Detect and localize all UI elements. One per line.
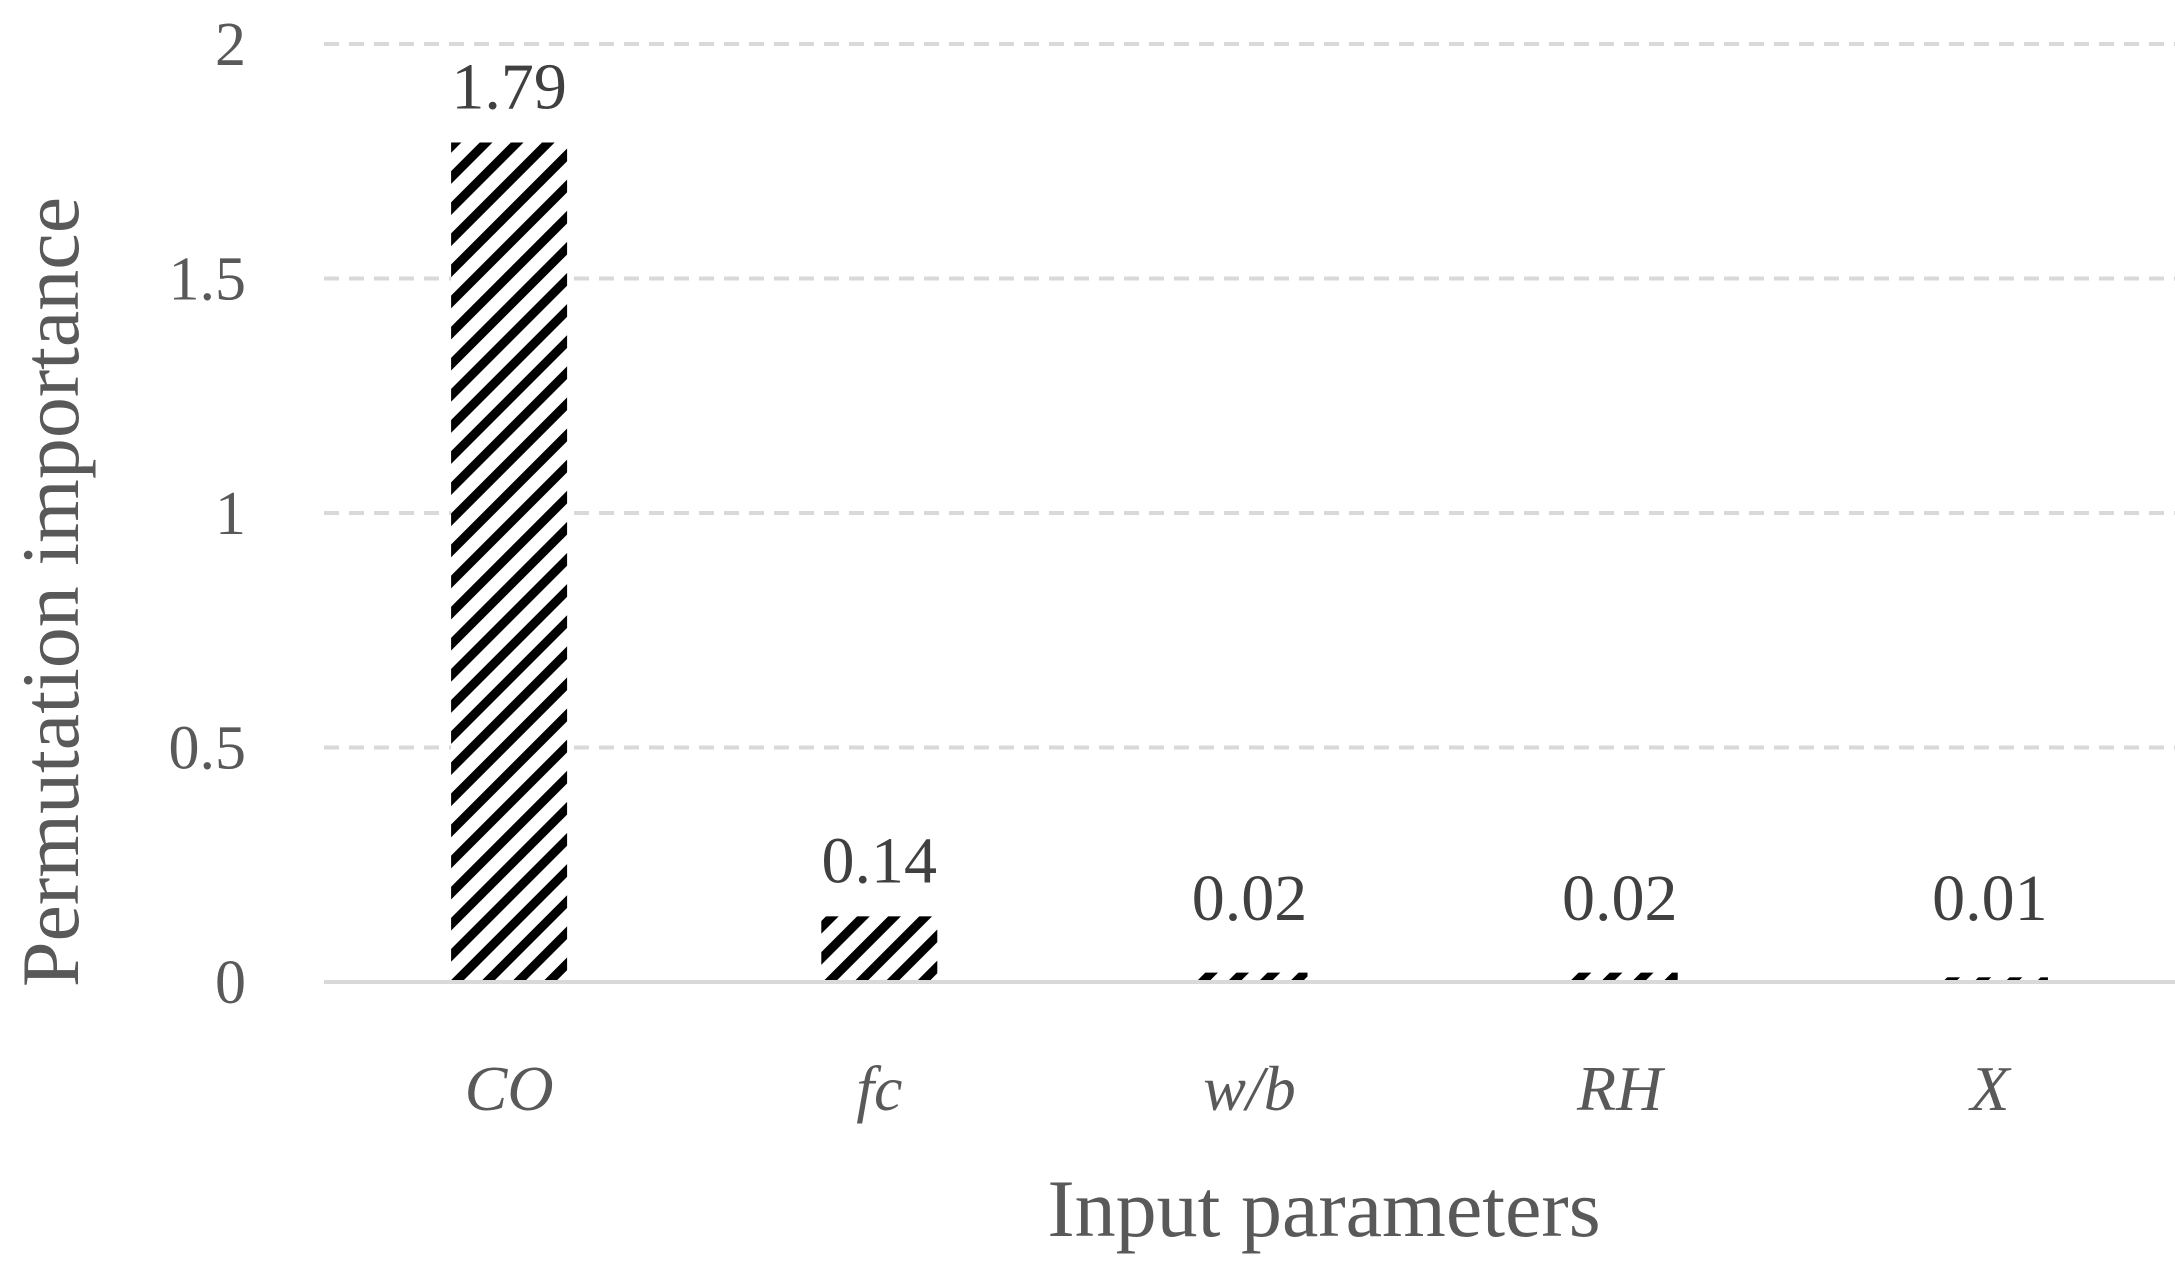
data-labels: 1.79 0.14 0.02 0.02 0.01 xyxy=(451,50,2047,935)
bar xyxy=(821,916,938,982)
x-category-label: w/b xyxy=(1203,1053,1295,1124)
x-axis-title: Input parameters xyxy=(1047,1163,1600,1254)
gridlines xyxy=(324,42,2175,750)
bar xyxy=(1561,972,1678,982)
x-category-label: CO xyxy=(465,1053,554,1124)
bar xyxy=(1931,977,2048,982)
data-label: 0.14 xyxy=(822,824,938,897)
data-label: 0.02 xyxy=(1562,862,1678,935)
x-category-label: fc xyxy=(856,1053,902,1124)
x-category-label: X xyxy=(1967,1053,2012,1124)
bars xyxy=(451,142,2048,983)
y-tick-label: 0 xyxy=(215,949,246,1017)
y-axis-tick-labels: 0 0.5 1 1.5 2 xyxy=(169,11,247,1017)
x-category-label: RH xyxy=(1576,1053,1666,1124)
data-label: 0.02 xyxy=(1192,862,1308,935)
bar xyxy=(1191,972,1308,982)
data-label: 1.79 xyxy=(451,50,567,123)
y-tick-label: 1.5 xyxy=(169,246,247,314)
bar xyxy=(451,142,568,983)
x-axis-category-labels: CO fc w/b RH X xyxy=(465,1053,2013,1124)
y-tick-label: 1 xyxy=(215,480,246,548)
y-tick-label: 2 xyxy=(215,11,246,79)
data-label: 0.01 xyxy=(1932,862,2048,935)
y-axis-title: Permutation importance xyxy=(5,197,96,987)
y-tick-label: 0.5 xyxy=(169,715,247,783)
